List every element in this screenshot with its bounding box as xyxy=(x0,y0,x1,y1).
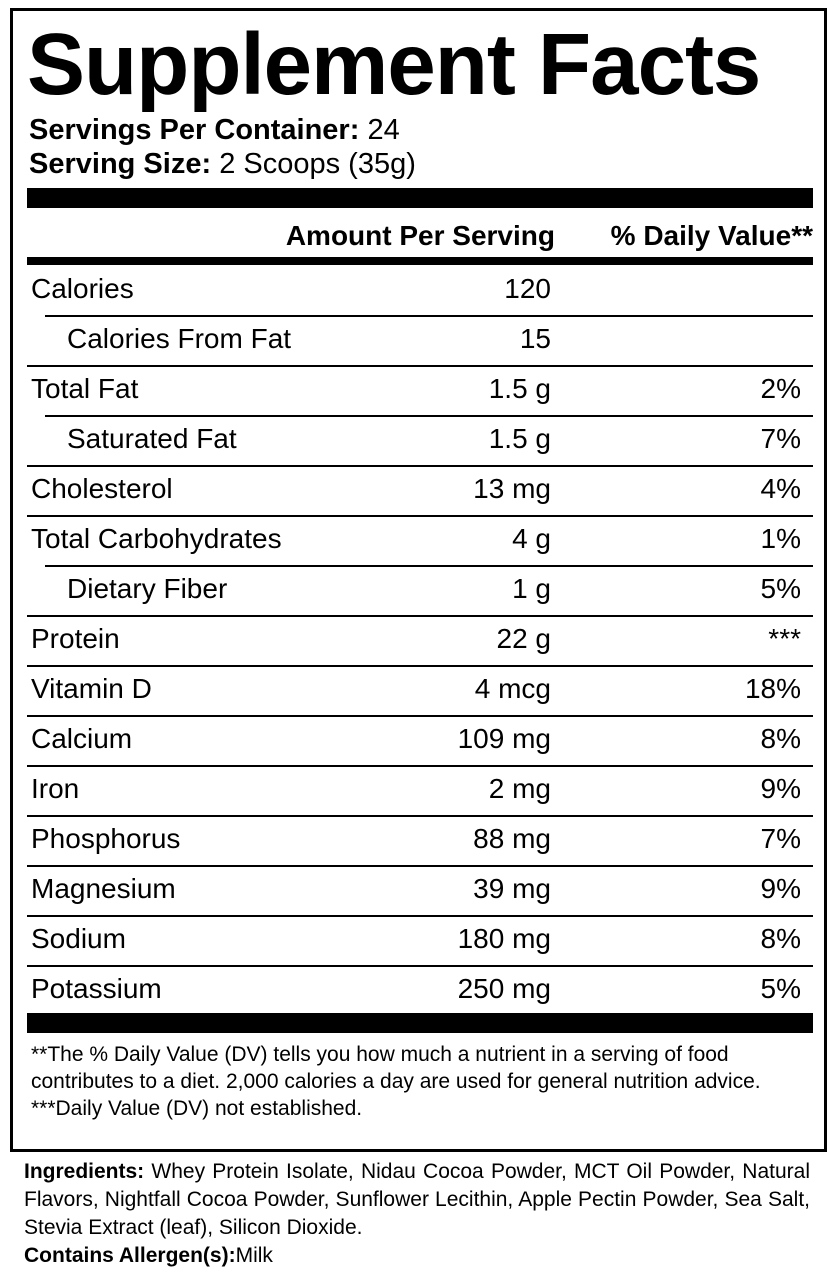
nutrient-name: Vitamin D xyxy=(31,673,152,704)
row-divider xyxy=(27,615,813,617)
nutrient-row: Sodium 180 mg 8% xyxy=(27,915,813,965)
medium-divider xyxy=(27,257,813,265)
nutrient-amount: 180 mg xyxy=(457,923,551,954)
nutrient-name: Potassium xyxy=(31,973,162,1004)
nutrient-row: Total Fat 1.5 g 2% xyxy=(27,365,813,415)
nutrient-row: Dietary Fiber 1 g 5% xyxy=(27,565,813,615)
nutrient-amount: 250 mg xyxy=(457,973,551,1004)
nutrient-dv: 1% xyxy=(760,523,801,554)
serving-size-value: 2 Scoops (35g) xyxy=(219,148,416,180)
ingredients-text: Whey Protein Isolate, Nidau Cocoa Powder… xyxy=(24,1160,810,1239)
allergens-label: Contains Allergen(s): xyxy=(24,1244,236,1267)
row-divider xyxy=(45,415,813,417)
nutrient-row: Calories From Fat 15 xyxy=(27,315,813,365)
nutrient-amount: 88 mg xyxy=(473,823,551,854)
nutrient-amount: 109 mg xyxy=(457,723,551,754)
dv-header: % Daily Value** xyxy=(610,220,813,251)
nutrient-name: Protein xyxy=(31,623,120,654)
nutrient-dv: 7% xyxy=(760,423,801,454)
nutrient-name: Saturated Fat xyxy=(67,423,237,454)
nutrient-amount: 120 xyxy=(504,273,551,304)
nutrient-name: Dietary Fiber xyxy=(67,573,228,604)
row-divider xyxy=(45,565,813,567)
row-divider xyxy=(27,765,813,767)
serving-size: Serving Size: 2 Scoops (35g) xyxy=(29,147,416,181)
nutrient-name: Calcium xyxy=(31,723,133,754)
row-divider xyxy=(45,315,813,317)
nutrient-name: Calories xyxy=(31,273,134,304)
footnotes: **The % Daily Value (DV) tells you how m… xyxy=(31,1041,811,1122)
nutrient-row: Protein 22 g *** xyxy=(27,615,813,665)
nutrient-amount: 13 mg xyxy=(473,473,551,504)
nutrient-dv: 2% xyxy=(760,373,801,404)
nutrient-amount: 1.5 g xyxy=(488,423,551,454)
row-divider xyxy=(27,865,813,867)
row-divider xyxy=(27,965,813,967)
serving-size-label: Serving Size: xyxy=(29,148,212,180)
column-header: Amount Per Serving % Daily Value** xyxy=(27,216,813,260)
nutrient-row: Iron 2 mg 9% xyxy=(27,765,813,815)
row-divider xyxy=(27,815,813,817)
servings-value: 24 xyxy=(367,114,400,146)
servings-per-container: Servings Per Container: 24 xyxy=(29,113,400,147)
row-divider xyxy=(27,715,813,717)
nutrient-row: Cholesterol 13 mg 4% xyxy=(27,465,813,515)
nutrient-amount: 4 mcg xyxy=(474,673,551,704)
row-divider xyxy=(27,465,813,467)
nutrient-amount: 1.5 g xyxy=(488,373,551,404)
ingredients: Ingredients: Whey Protein Isolate, Nidau… xyxy=(24,1158,810,1270)
nutrient-amount: 4 g xyxy=(512,523,551,554)
nutrient-dv: 4% xyxy=(760,473,801,504)
nutrient-dv: 8% xyxy=(760,923,801,954)
nutrient-row: Magnesium 39 mg 9% xyxy=(27,865,813,915)
thick-divider-bottom xyxy=(27,1013,813,1033)
nutrient-name: Total Carbohydrates xyxy=(31,523,282,554)
nutrient-amount: 39 mg xyxy=(473,873,551,904)
nutrient-row: Calcium 109 mg 8% xyxy=(27,715,813,765)
nutrient-name: Cholesterol xyxy=(31,473,173,504)
nutrient-dv: 9% xyxy=(760,873,801,904)
nutrient-amount: 2 mg xyxy=(488,773,551,804)
ingredients-label: Ingredients: xyxy=(24,1160,145,1183)
nutrient-table: Calories 120 Calories From Fat 15 Total Fat 1… xyxy=(27,265,813,1015)
amount-header: Amount Per Serving xyxy=(285,220,555,251)
nutrient-dv: 8% xyxy=(760,723,801,754)
nutrient-row: Vitamin D 4 mcg 18% xyxy=(27,665,813,715)
nutrient-dv: 7% xyxy=(760,823,801,854)
nutrient-dv: 5% xyxy=(760,573,801,604)
nutrient-dv: 5% xyxy=(760,973,801,1004)
nutrient-amount: 22 g xyxy=(496,623,552,654)
nutrient-name: Magnesium xyxy=(31,873,176,904)
thick-divider xyxy=(27,188,813,208)
nutrient-row: Total Carbohydrates 4 g 1% xyxy=(27,515,813,565)
nutrient-name: Iron xyxy=(31,773,80,804)
supplement-facts-panel: Supplement Facts Servings Per Container:… xyxy=(10,8,827,1152)
allergens-text: Milk xyxy=(235,1244,273,1267)
nutrient-name: Phosphorus xyxy=(31,823,181,854)
row-divider xyxy=(27,365,813,367)
nutrient-row: Calories 120 xyxy=(27,265,813,315)
nutrient-row: Saturated Fat 1.5 g 7% xyxy=(27,415,813,465)
nutrient-row: Phosphorus 88 mg 7% xyxy=(27,815,813,865)
row-divider xyxy=(27,665,813,667)
row-divider xyxy=(27,515,813,517)
row-divider xyxy=(27,915,813,917)
nutrient-amount: 1 g xyxy=(512,573,551,604)
dv-footnote: **The % Daily Value (DV) tells you how m… xyxy=(31,1043,761,1093)
nutrient-name: Sodium xyxy=(31,923,126,954)
nutrient-row: Potassium 250 mg 5% xyxy=(27,965,813,1015)
panel-title: Supplement Facts xyxy=(27,16,761,113)
nutrient-name: Total Fat xyxy=(31,373,139,404)
nutrient-dv: 18% xyxy=(744,673,801,704)
nutrient-amount: 15 xyxy=(519,323,551,354)
nutrient-dv: 9% xyxy=(760,773,801,804)
not-established-footnote: ***Daily Value (DV) not established. xyxy=(31,1097,363,1120)
nutrient-name: Calories From Fat xyxy=(67,323,292,354)
servings-label: Servings Per Container: xyxy=(29,114,360,146)
nutrient-dv: *** xyxy=(768,623,801,654)
